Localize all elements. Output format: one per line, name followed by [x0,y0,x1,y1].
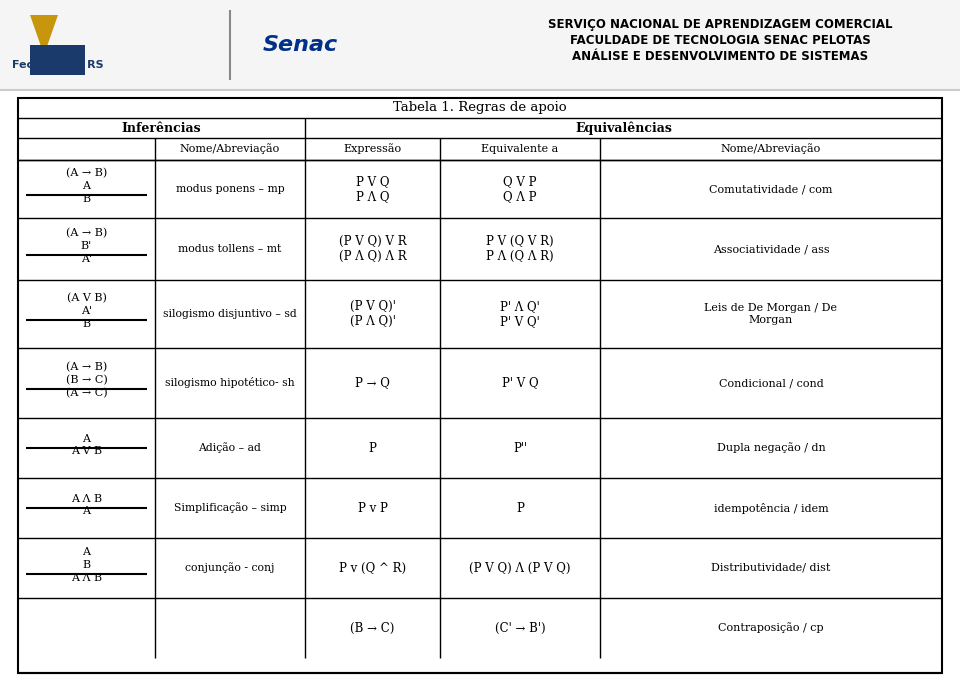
Text: P V Q
P Λ Q: P V Q P Λ Q [356,175,389,203]
Text: Expressão: Expressão [344,143,401,154]
Text: Condicional / cond: Condicional / cond [719,378,824,388]
Text: (P V Q)'
(P Λ Q)': (P V Q)' (P Λ Q)' [349,300,396,328]
Text: Nome/Abreviação: Nome/Abreviação [180,143,280,154]
Text: Fecomércio RS: Fecomércio RS [12,60,104,70]
Text: Equivalente a: Equivalente a [481,144,559,154]
Text: silogismo hipotético- sh: silogismo hipotético- sh [165,378,295,388]
Text: ANÁLISE E DESENVOLVIMENTO DE SISTEMAS: ANÁLISE E DESENVOLVIMENTO DE SISTEMAS [572,50,868,63]
Text: Adição – ad: Adição – ad [199,443,261,454]
Text: B: B [83,194,90,204]
Text: P' Λ Q'
P' V Q': P' Λ Q' P' V Q' [500,300,540,328]
Text: A': A' [81,306,92,316]
Text: (P V Q) V R
(P Λ Q) Λ R: (P V Q) V R (P Λ Q) Λ R [339,235,406,263]
Text: Q V P
Q Λ P: Q V P Q Λ P [503,175,537,203]
Bar [0,0,960,90]
Text: P: P [516,502,524,515]
Text: P v P: P v P [357,502,388,515]
Text: P v (Q ^ R): P v (Q ^ R) [339,562,406,574]
Text: P'': P'' [513,441,527,454]
Text: SERVIÇO NACIONAL DE APRENDIZAGEM COMERCIAL: SERVIÇO NACIONAL DE APRENDIZAGEM COMERCI… [548,18,892,31]
Text: A Λ B: A Λ B [71,573,102,583]
Text: P → Q: P → Q [355,376,390,390]
Text: Inferências: Inferências [122,122,202,134]
Text: modus tollens – mt: modus tollens – mt [179,244,281,254]
Text: Comutatividade / com: Comutatividade / com [709,184,832,194]
Text: conjunção - conj: conjunção - conj [185,563,275,574]
Text: Simplificação – simp: Simplificação – simp [174,502,286,513]
Text: B: B [83,319,90,329]
Text: silogismo disjuntivo – sd: silogismo disjuntivo – sd [163,309,297,319]
Text: (P V Q) Λ (P V Q): (P V Q) Λ (P V Q) [469,562,571,574]
Text: Contraposição / cp: Contraposição / cp [718,623,824,634]
Text: (A → B): (A → B) [66,228,108,238]
Text: P V (Q V R)
P Λ (Q Λ R): P V (Q V R) P Λ (Q Λ R) [486,235,554,263]
Text: (A → B): (A → B) [66,362,108,372]
Text: (A → B): (A → B) [66,168,108,179]
Text: A': A' [81,254,92,264]
Bar [18,98,942,673]
Text: modus ponens – mp: modus ponens – mp [176,184,284,194]
Text: Associatividade / ass: Associatividade / ass [712,244,829,254]
Text: (A → C): (A → C) [65,388,108,399]
Text: FACULDADE DE TECNOLOGIA SENAC PELOTAS: FACULDADE DE TECNOLOGIA SENAC PELOTAS [569,34,871,47]
Text: Tabela 1. Regras de apoio: Tabela 1. Regras de apoio [394,101,566,115]
Text: Dupla negação / dn: Dupla negação / dn [716,443,826,454]
Text: A V B: A V B [71,447,102,456]
Text: B: B [83,560,90,570]
Text: A: A [83,507,90,517]
Text: P: P [369,441,376,454]
Text: idempotência / idem: idempotência / idem [713,502,828,513]
Text: (A V B): (A V B) [66,293,107,304]
Text: A: A [83,181,90,191]
Text: Distributividade/ dist: Distributividade/ dist [711,563,830,573]
Text: A Λ B: A Λ B [71,494,102,504]
Text: (B → C): (B → C) [65,375,108,385]
Polygon shape [30,15,58,55]
Text: B': B' [81,241,92,251]
Text: Equivalências: Equivalências [575,122,672,134]
Text: Nome/Abreviação: Nome/Abreviação [721,143,821,154]
Bar [30,45,85,75]
Text: (C' → B'): (C' → B') [494,621,545,634]
Text: P' V Q: P' V Q [502,376,539,390]
Text: (B → C): (B → C) [350,621,395,634]
Text: Senac: Senac [262,35,338,55]
Text: A: A [83,547,90,557]
Text: Leis de De Morgan / De
Morgan: Leis de De Morgan / De Morgan [705,304,837,325]
Text: A: A [83,433,90,443]
